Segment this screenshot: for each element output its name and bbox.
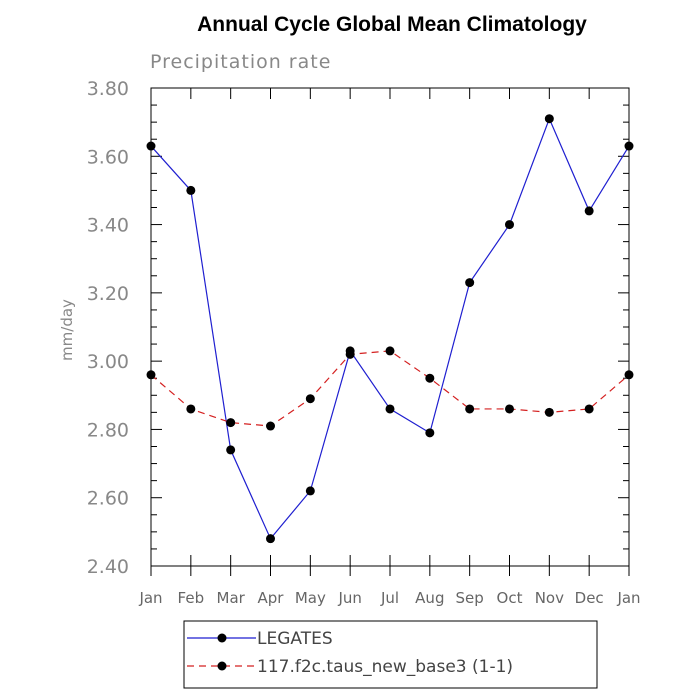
- series-0-point: [226, 445, 236, 455]
- series-1-point: [505, 404, 514, 414]
- series-1-point: [465, 404, 475, 414]
- series-1-point: [186, 404, 196, 414]
- x-tick-label: Nov: [535, 589, 564, 607]
- legend: LEGATES 117.f2c.taus_new_base3 (1-1): [183, 620, 598, 689]
- x-tick-label: Jan: [138, 589, 162, 607]
- legend-label-model: 117.f2c.taus_new_base3 (1-1): [257, 657, 513, 677]
- series-1-point: [584, 404, 594, 414]
- series-0-point: [385, 404, 395, 414]
- series-0-point: [624, 141, 634, 151]
- y-axis-ticks: 2.40 2.60 2.80 3.00 3.20 3.40 3.60 3.80: [87, 78, 629, 578]
- series-0-point: [584, 206, 594, 216]
- y-tick-label: 3.20: [87, 283, 129, 305]
- x-tick-label: Oct: [497, 589, 523, 607]
- x-tick-label: Mar: [217, 589, 246, 607]
- series-0-point: [266, 534, 275, 544]
- series-1-point: [345, 349, 355, 359]
- x-tick-label: Sep: [456, 589, 484, 607]
- series-0-point: [465, 278, 475, 288]
- series-0-point: [425, 428, 435, 438]
- series-1-point: [385, 346, 395, 356]
- y-tick-label: 3.40: [87, 215, 129, 237]
- series-1-point: [266, 421, 275, 431]
- series-0-point: [505, 220, 514, 230]
- y-tick-label: 2.60: [87, 488, 129, 510]
- series-1-point: [425, 373, 435, 383]
- legend-label-legates: LEGATES: [257, 629, 333, 649]
- series-1-point: [305, 394, 315, 404]
- legend-marker-model: [217, 661, 227, 671]
- chart-title: Annual Cycle Global Mean Climatology: [197, 13, 587, 36]
- y-tick-label: 3.00: [87, 351, 129, 373]
- y-axis-label: mm/day: [58, 299, 76, 361]
- y-tick-label: 3.80: [87, 78, 129, 100]
- series-0-point: [186, 185, 196, 195]
- series-0-point: [544, 114, 554, 124]
- series-1-point: [226, 418, 236, 428]
- x-tick-label: Aug: [415, 589, 444, 607]
- x-tick-label: Apr: [258, 589, 285, 607]
- y-tick-label: 2.40: [87, 556, 129, 578]
- series-line-0: [150, 117, 630, 540]
- x-tick-label: Jul: [380, 589, 399, 607]
- series-layer: [146, 114, 634, 544]
- legend-marker-legates: [217, 633, 227, 643]
- x-tick-label: Feb: [178, 589, 205, 607]
- series-line-1: [150, 350, 630, 427]
- series-1-point: [146, 370, 156, 380]
- series-0-point: [305, 486, 315, 496]
- y-tick-label: 2.80: [87, 419, 129, 441]
- plot-frame: [150, 87, 630, 567]
- x-tick-label: Dec: [575, 589, 604, 607]
- x-tick-label: Jun: [337, 589, 361, 607]
- x-axis-ticks: Jan Feb Mar Apr May Jun Jul Aug Sep Oct Nov Dec Jan: [138, 88, 641, 607]
- series-1-point: [544, 407, 554, 417]
- legend-box: [183, 620, 598, 689]
- series-0-point: [146, 141, 156, 151]
- y-tick-label: 3.60: [87, 146, 129, 168]
- series-1-point: [624, 370, 634, 380]
- x-tick-label: Jan: [616, 589, 640, 607]
- chart-subtitle: Precipitation rate: [150, 51, 331, 73]
- x-tick-label: May: [295, 589, 326, 607]
